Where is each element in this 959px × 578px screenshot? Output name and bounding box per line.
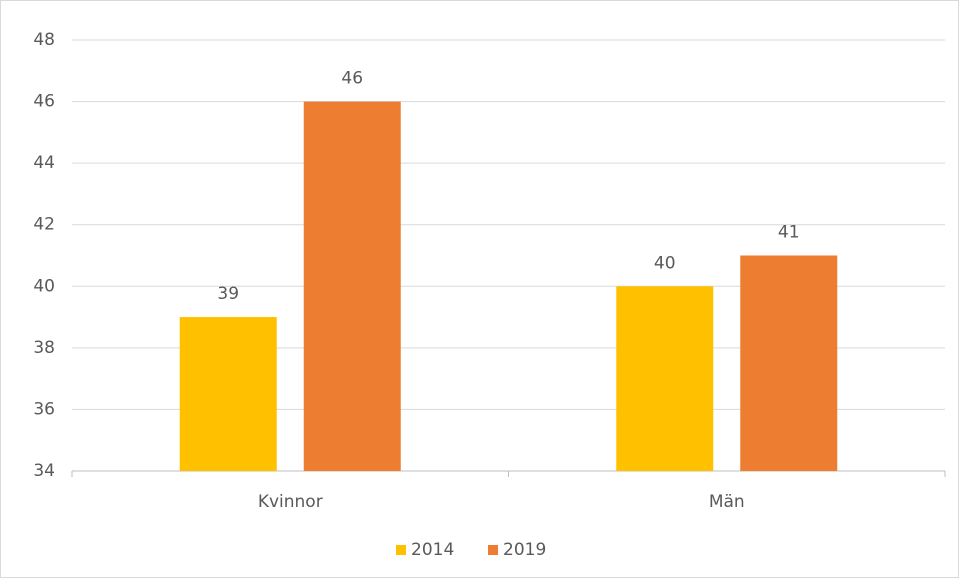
legend-swatch [396, 545, 406, 555]
data-label: 41 [778, 223, 800, 243]
y-tick-label: 38 [33, 338, 55, 358]
data-label: 46 [341, 69, 363, 89]
y-tick-label: 46 [33, 92, 55, 112]
bar [179, 317, 277, 471]
y-tick-label: 44 [33, 153, 55, 173]
x-tick-label: Män [709, 492, 745, 512]
y-tick-label: 34 [33, 461, 55, 481]
legend-label: 2019 [503, 540, 546, 560]
data-label: 39 [217, 284, 239, 304]
bar [740, 255, 838, 471]
y-tick-label: 36 [33, 399, 55, 419]
bar [303, 101, 401, 472]
y-tick-label: 42 [33, 215, 55, 235]
legend-swatch [488, 545, 498, 555]
y-tick-label: 40 [33, 276, 55, 296]
legend-label: 2014 [411, 540, 454, 560]
bar [616, 286, 714, 471]
data-label: 40 [654, 253, 676, 273]
x-tick-label: Kvinnor [258, 492, 323, 512]
y-tick-label: 48 [33, 30, 55, 50]
